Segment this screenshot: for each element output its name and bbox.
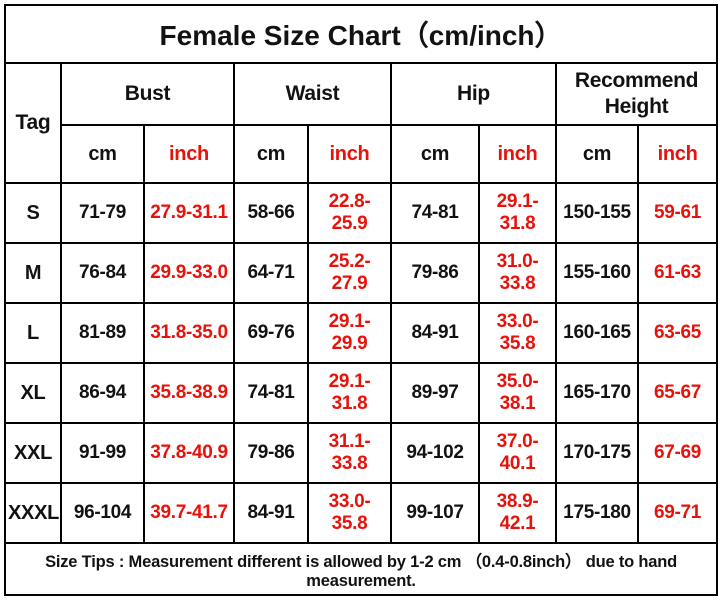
unit-header-hip-inch: inch — [478, 124, 557, 184]
waist-cm-cell: 69-76 — [233, 302, 309, 364]
unit-header-waist-inch: inch — [307, 124, 392, 184]
hip-inch-cell: 29.1-31.8 — [478, 182, 557, 244]
height-cm-cell: 150-155 — [555, 182, 639, 244]
height-inch-cell: 63-65 — [636, 302, 719, 364]
waist-inch-cell: 33.0-35.8 — [307, 482, 392, 544]
unit-header-row: cm inch cm inch cm inch cm inch — [5, 124, 719, 184]
hip-inch-cell: 37.0-40.1 — [478, 422, 557, 484]
hip-cm-cell: 89-97 — [390, 362, 480, 424]
bust-inch-cell: 35.8-38.9 — [143, 362, 235, 424]
bust-inch-cell: 39.7-41.7 — [143, 482, 235, 544]
waist-inch-cell: 22.8-25.9 — [307, 182, 392, 244]
waist-cm-cell: 74-81 — [233, 362, 309, 424]
size-tag: XXXL — [4, 482, 62, 544]
bust-cm-cell: 86-94 — [60, 362, 145, 424]
size-tips-note: Size Tips : Measurement different is all… — [3, 542, 719, 596]
bust-cm-cell: 96-104 — [60, 482, 145, 544]
bust-cm-cell: 81-89 — [60, 302, 145, 364]
group-header-row: Tag Bust Waist Hip Recommend Height — [4, 62, 719, 184]
table-row-xxl: XXL 91-99 37.8-40.9 79-86 31.1-33.8 94-1… — [4, 422, 719, 484]
height-cm-cell: 175-180 — [555, 482, 639, 544]
unit-header-height-cm: cm — [555, 124, 639, 184]
hip-cm-cell: 94-102 — [390, 422, 480, 484]
hip-inch-cell: 38.9-42.1 — [478, 482, 557, 544]
size-tag: XL — [4, 362, 62, 424]
hip-cm-cell: 74-81 — [390, 182, 480, 244]
hip-cm-cell: 84-91 — [390, 302, 480, 364]
size-tips-row: Size Tips : Measurement different is all… — [3, 542, 719, 596]
hip-cm-cell: 79-86 — [390, 242, 480, 304]
bust-cm-cell: 71-79 — [60, 182, 145, 244]
waist-cm-cell: 64-71 — [233, 242, 309, 304]
height-inch-cell: 69-71 — [636, 482, 719, 544]
bust-inch-cell: 37.8-40.9 — [143, 422, 235, 484]
bust-inch-cell: 29.9-33.0 — [143, 242, 235, 304]
unit-header-height-inch: inch — [636, 124, 719, 184]
height-inch-cell: 61-63 — [636, 242, 719, 304]
waist-cm-cell: 84-91 — [233, 482, 309, 544]
table-row-m: M 76-84 29.9-33.0 64-71 25.2-27.9 79-86 … — [4, 242, 719, 304]
column-header-hip: Hip — [390, 62, 557, 126]
waist-cm-cell: 79-86 — [233, 422, 309, 484]
size-tag: S — [4, 182, 62, 244]
table-row-xxxl: XXXL 96-104 39.7-41.7 84-91 33.0-35.8 99… — [4, 482, 719, 544]
hip-inch-cell: 31.0-33.8 — [478, 242, 557, 304]
table-row-l: L 81-89 31.8-35.0 69-76 29.1-29.9 84-91 … — [4, 302, 719, 364]
unit-header-bust-cm: cm — [60, 124, 145, 184]
column-header-waist: Waist — [233, 62, 392, 126]
hip-inch-cell: 33.0-35.8 — [478, 302, 557, 364]
waist-inch-cell: 31.1-33.8 — [307, 422, 392, 484]
bust-cm-cell: 91-99 — [60, 422, 145, 484]
size-tag: XXL — [4, 422, 62, 484]
title-row: Female Size Chart（cm/inch） — [3, 4, 719, 64]
waist-inch-cell: 25.2-27.9 — [307, 242, 392, 304]
hip-cm-cell: 99-107 — [390, 482, 480, 544]
waist-cm-cell: 58-66 — [233, 182, 309, 244]
table-row-s: S 71-79 27.9-31.1 58-66 22.8-25.9 74-81 … — [4, 182, 719, 244]
column-header-recommend-height: Recommend Height — [554, 62, 719, 126]
bust-inch-cell: 27.9-31.1 — [143, 182, 235, 244]
column-header-bust: Bust — [60, 62, 235, 126]
table-row-xl: XL 86-94 35.8-38.9 74-81 29.1-31.8 89-97… — [4, 362, 719, 424]
bust-cm-cell: 76-84 — [60, 242, 145, 304]
height-cm-cell: 155-160 — [555, 242, 639, 304]
size-tag: M — [4, 242, 62, 304]
height-inch-cell: 59-61 — [636, 182, 719, 244]
bust-inch-cell: 31.8-35.0 — [143, 302, 235, 364]
size-tag: L — [4, 302, 62, 364]
waist-inch-cell: 29.1-29.9 — [307, 302, 392, 364]
female-size-chart-table: Female Size Chart（cm/inch） Tag Bust Wais… — [3, 4, 719, 596]
page-title: Female Size Chart（cm/inch） — [3, 4, 719, 64]
unit-header-hip-cm: cm — [390, 124, 480, 184]
unit-header-waist-cm: cm — [233, 124, 309, 184]
column-header-tag: Tag — [4, 62, 62, 184]
height-cm-cell: 170-175 — [555, 422, 639, 484]
height-cm-cell: 165-170 — [555, 362, 639, 424]
height-inch-cell: 65-67 — [636, 362, 719, 424]
unit-header-bust-inch: inch — [143, 124, 235, 184]
hip-inch-cell: 35.0-38.1 — [478, 362, 557, 424]
height-cm-cell: 160-165 — [555, 302, 639, 364]
height-inch-cell: 67-69 — [636, 422, 719, 484]
waist-inch-cell: 29.1-31.8 — [307, 362, 392, 424]
